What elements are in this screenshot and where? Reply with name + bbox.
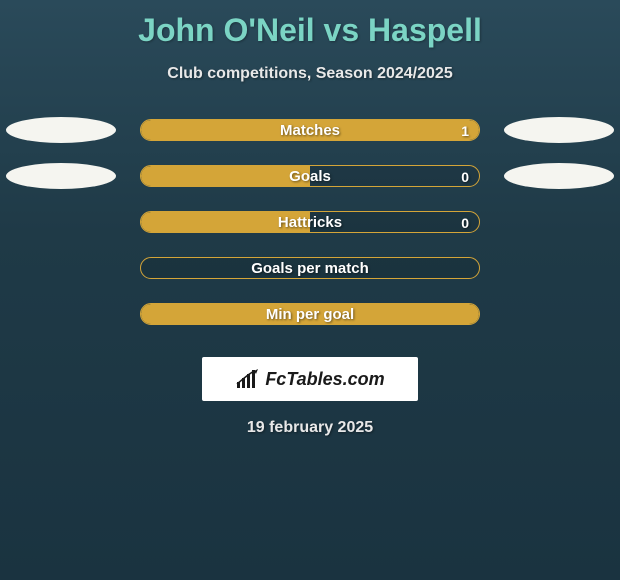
stat-bar: Goals0: [140, 165, 480, 187]
stat-bar: Hattricks0: [140, 211, 480, 233]
logo-text: FcTables.com: [265, 369, 384, 390]
player-left-marker: [6, 117, 116, 143]
stat-label: Min per goal: [141, 304, 479, 325]
fctables-icon: [235, 368, 261, 390]
chart-row: Matches1: [0, 113, 620, 159]
stat-bar: Min per goal: [140, 303, 480, 325]
stat-label: Hattricks: [141, 212, 479, 233]
page-title: John O'Neil vs Haspell: [0, 0, 620, 49]
logo-box: FcTables.com: [202, 357, 418, 401]
stat-bar: Matches1: [140, 119, 480, 141]
player-left-marker: [6, 163, 116, 189]
chart-row: Goals per match: [0, 251, 620, 297]
stat-value: 0: [461, 212, 469, 233]
comparison-chart: Matches1Goals0Hattricks0Goals per matchM…: [0, 113, 620, 343]
stat-label: Goals: [141, 166, 479, 187]
page-subtitle: Club competitions, Season 2024/2025: [0, 65, 620, 83]
player-right-marker: [504, 117, 614, 143]
stat-label: Matches: [141, 120, 479, 141]
chart-row: Goals0: [0, 159, 620, 205]
stat-bar: Goals per match: [140, 257, 480, 279]
chart-row: Min per goal: [0, 297, 620, 343]
player-right-marker: [504, 163, 614, 189]
stat-value: 1: [461, 120, 469, 141]
chart-row: Hattricks0: [0, 205, 620, 251]
chart-date: 19 february 2025: [0, 419, 620, 437]
stat-label: Goals per match: [141, 258, 479, 279]
stat-value: 0: [461, 166, 469, 187]
